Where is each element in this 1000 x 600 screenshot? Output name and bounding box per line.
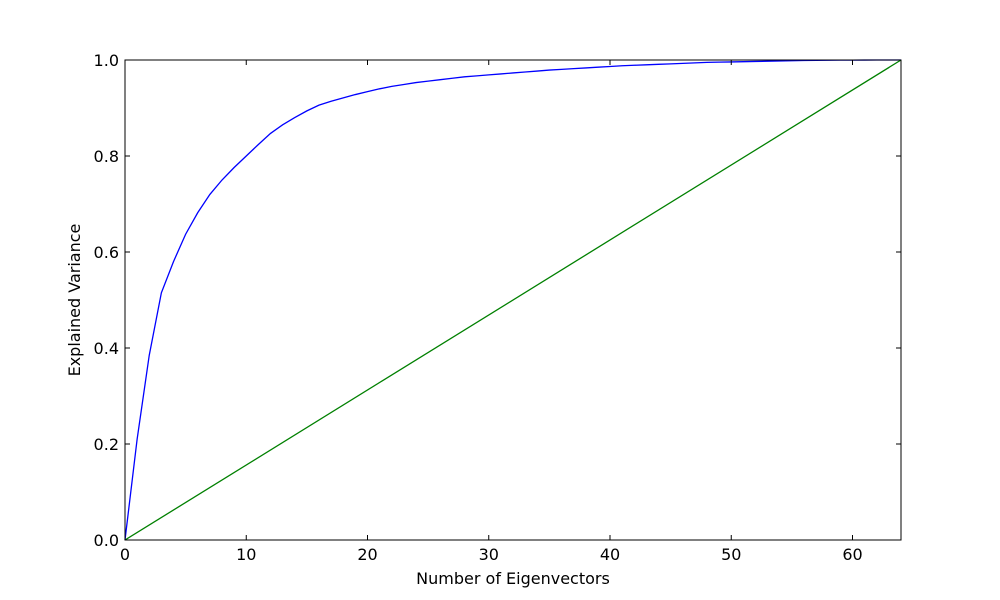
y-tick-label: 1.0 (94, 51, 119, 70)
x-tick-label: 30 (479, 545, 499, 564)
y-tick-label: 0.0 (94, 531, 119, 550)
plot-frame (124, 59, 902, 541)
y-axis-label: Explained Variance (65, 224, 84, 377)
x-tick-label: 60 (842, 545, 862, 564)
x-tick-label: 20 (357, 545, 377, 564)
y-tick-label: 0.8 (94, 147, 119, 166)
x-tick-label: 50 (721, 545, 741, 564)
series-line-2 (124, 59, 902, 541)
x-tick-label: 0 (120, 545, 130, 564)
x-tick-label: 40 (600, 545, 620, 564)
plot-lines (124, 59, 902, 541)
y-tick-label: 0.4 (94, 339, 119, 358)
x-axis-label: Number of Eigenvectors (416, 569, 610, 588)
series-line-1 (124, 59, 901, 541)
y-tick-label: 0.6 (94, 243, 119, 262)
y-tick-label: 0.2 (94, 435, 119, 454)
x-tick-label: 10 (236, 545, 256, 564)
ticks: 0 10 20 30 40 50 60 0.0 0.2 0.4 0.6 0.8 1.0 (94, 51, 901, 564)
